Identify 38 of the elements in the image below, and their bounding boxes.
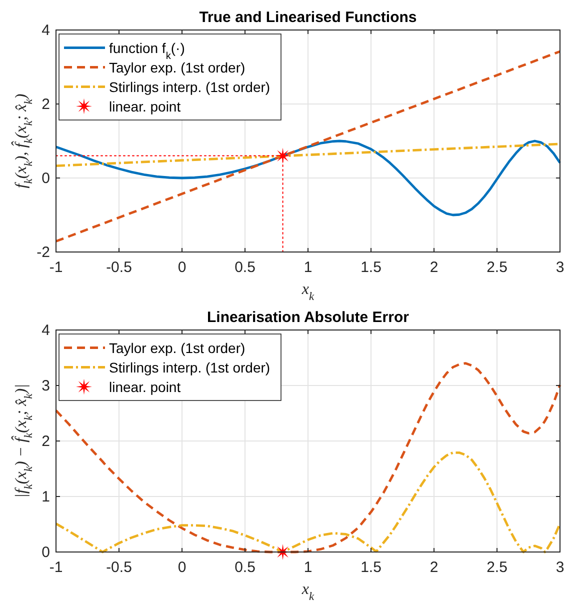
legend-label: function f$_{k}$(·) [109,40,185,62]
chart-title: Linearisation Absolute Error [207,309,410,326]
y-tick-label: 1 [42,488,50,506]
x-tick-label: 0 [178,559,186,576]
y-tick-label: -2 [36,244,50,261]
x-axis-title: x$_{k}$ [300,581,315,603]
x-tick-label: 2 [430,559,438,576]
x-tick-label: -0.5 [106,559,132,576]
legend-label: linear. point [109,98,181,114]
y-tick-label: 4 [42,322,50,339]
x-tick-label: 1.5 [360,559,382,576]
y-tick-label: 0 [42,170,50,187]
y-tick-label: 3 [42,378,50,394]
x-tick-label: 0.5 [234,259,256,276]
x-tick-label: 2.5 [486,259,508,276]
legend-label: Stirlings interp. (1st order) [109,78,270,95]
x-axis-title: x$_{k}$ [300,281,315,303]
y-tick-label: 0 [42,544,50,561]
x-tick-label: 0 [178,259,186,276]
x-tick-label: 1.5 [360,259,382,276]
legend-label: Stirlings interp. (1st order) [109,359,270,376]
x-tick-label: -1 [49,259,63,276]
x-tick-label: 2.5 [486,559,508,576]
x-tick-label: -0.5 [106,259,132,276]
legend-label: linear. point [109,378,181,395]
x-tick-label: -1 [49,559,63,576]
x-tick-label: 3 [556,259,564,276]
x-tick-label: 2 [430,259,438,276]
y-tick-label: 2 [42,96,50,113]
y-tick-label: 4 [42,22,50,39]
x-tick-label: 3 [556,559,564,576]
x-tick-label: 0.5 [234,559,256,576]
x-tick-label: 1 [304,259,312,276]
x-tick-label: 1 [304,559,312,576]
y-tick-label: 2 [42,433,50,450]
legend-label: Taylor exp. (1st order) [109,340,246,356]
legend-label: Taylor exp. (1st order) [109,59,246,76]
chart-title: True and Linearised Functions [199,9,417,26]
